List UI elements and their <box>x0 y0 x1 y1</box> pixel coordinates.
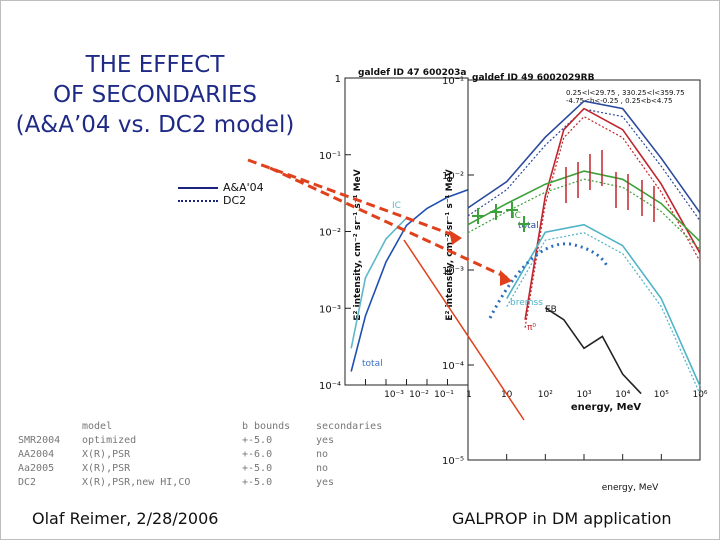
series-line-- <box>524 107 701 320</box>
series-line-bremss <box>506 223 701 387</box>
x-tick-label: 10² <box>538 390 553 400</box>
x-tick-label: 10⁻² <box>409 390 429 400</box>
table-header-cell: model <box>82 421 113 432</box>
highlight-curve <box>488 242 610 319</box>
slide-title: THE EFFECT OF SECONDARIES (A&A’04 vs. DC… <box>10 50 300 140</box>
title-line-1: THE EFFECT <box>85 52 225 78</box>
table-header-cell: secondaries <box>316 421 383 432</box>
data-point-marker <box>518 216 530 232</box>
pointer-line <box>403 239 525 421</box>
legend-label: DC2 <box>223 194 247 207</box>
table-header-cell: b bounds <box>242 421 291 432</box>
legend-item-aa04: A&A'04 <box>178 181 278 194</box>
annotation-0: total <box>362 359 383 369</box>
model-table: model b bounds secondaries SMR2004 optim… <box>18 420 396 490</box>
y-tick-label: 1 <box>335 74 341 85</box>
table-row: SMR2004 optimized +-5.0 yes <box>18 434 396 448</box>
annotation-3: π⁰ <box>527 323 536 333</box>
x-tick-label: 10⁴ <box>615 390 630 400</box>
table-cell: yes <box>316 435 335 446</box>
table-cell: SMR2004 <box>18 435 61 446</box>
legend-swatch-solid <box>178 186 218 189</box>
footer-topic: GALPROP in DM application <box>452 509 672 528</box>
series-line-ic <box>467 170 701 242</box>
y-axis-label: E² intensity, cm⁻² sr⁻¹ s⁻¹ MeV <box>353 169 363 320</box>
legend-swatch-dotted <box>178 199 218 202</box>
y-tick-label: 10⁻⁴ <box>442 361 464 372</box>
table-cell: optimized <box>82 435 137 446</box>
arrow-head <box>500 270 512 286</box>
series-line-dc2 <box>506 232 701 395</box>
y-axis-label: E² intensity, cm⁻² sr⁻¹ s⁻¹ MeV <box>445 169 455 320</box>
y-tick-label: 10⁻² <box>442 171 464 182</box>
table-cell: +-5.0 <box>242 477 273 488</box>
legend: A&A'04 DC2 <box>178 181 278 207</box>
table-cell: +-5.0 <box>242 435 273 446</box>
table-cell: X(R),PSR,new HI,CO <box>82 477 191 488</box>
chart-subtitle: 0.25<l<29.75 , 330.25<l<359.75 <box>566 89 685 97</box>
legend-label: A&A'04 <box>223 181 264 194</box>
chart-title: galdef ID 47 600203a <box>358 68 466 78</box>
table-header: model b bounds secondaries <box>18 420 396 434</box>
table-cell: +-5.0 <box>242 463 273 474</box>
x-axis-label: energy, MeV <box>571 402 642 413</box>
table-row: AA2004 X(R),PSR +-6.0 no <box>18 448 396 462</box>
series-line-eb <box>544 307 642 395</box>
pointer-arrow <box>269 166 509 280</box>
series-line-dc2 <box>524 115 701 328</box>
x-tick-label: 10⁵ <box>654 390 669 400</box>
annotation-4: EB <box>545 305 557 315</box>
x-tick-label: 10⁻¹ <box>434 390 454 400</box>
table-cell: AA2004 <box>18 449 55 460</box>
annotation-2: bremss <box>510 298 543 308</box>
table-cell: Aa2005 <box>18 463 55 474</box>
chart-title: galdef ID 49 6002029RB <box>472 73 595 83</box>
pointer-arrow <box>247 158 457 238</box>
footer-author: Olaf Reimer, 2/28/2006 <box>32 509 219 528</box>
table-cell: X(R),PSR <box>82 463 131 474</box>
table-cell: no <box>316 449 329 460</box>
series-line-dc2 <box>467 108 701 222</box>
x-tick-label: 1 <box>466 390 472 400</box>
series-line-total <box>350 188 469 372</box>
x-tick-label: 10⁻³ <box>384 390 404 400</box>
data-point-marker <box>506 202 518 218</box>
table-cell: +-6.0 <box>242 449 273 460</box>
annotation-1: IC <box>512 211 521 221</box>
annotation-1: IC <box>392 201 401 211</box>
data-point-marker <box>490 204 502 220</box>
y-tick-label: 10⁻⁵ <box>442 456 464 467</box>
y-tick-label: 10⁻³ <box>319 304 341 315</box>
y-tick-label: 10⁻⁴ <box>319 381 341 392</box>
y-tick-label: 10⁻¹ <box>442 76 464 87</box>
y-tick-label: 10⁻¹ <box>319 151 341 162</box>
x-tick-label: 10³ <box>576 390 591 400</box>
title-line-2: OF SECONDARIES <box>52 82 258 108</box>
table-cell: DC2 <box>18 477 37 488</box>
legend-item-dc2: DC2 <box>178 194 278 207</box>
annotation-0: total <box>518 221 539 231</box>
chart-subtitle: -4.75<b<-0.25 , 0.25<b<4.75 <box>566 97 672 105</box>
x-axis-label-lower: energy, MeV <box>602 483 659 493</box>
title-line-3: (A&A’04 vs. DC2 model) <box>15 112 295 138</box>
table-cell: yes <box>316 477 335 488</box>
series-line-dc2 <box>467 178 701 250</box>
y-tick-label: 10⁻³ <box>442 266 464 277</box>
data-point-marker <box>472 208 484 224</box>
table-row: DC2 X(R),PSR,new HI,CO +-5.0 yes <box>18 476 396 490</box>
y-tick-label: 10⁻² <box>319 228 341 239</box>
series-line-ic <box>350 217 408 349</box>
table-header-cell <box>18 420 82 434</box>
x-tick-label: 10⁶ <box>692 390 707 400</box>
series-line-total-a-a-04- <box>467 100 701 214</box>
table-row: Aa2005 X(R),PSR +-5.0 no <box>18 462 396 476</box>
table-cell: no <box>316 463 329 474</box>
table-cell: X(R),PSR <box>82 449 131 460</box>
arrow-head <box>449 230 462 245</box>
